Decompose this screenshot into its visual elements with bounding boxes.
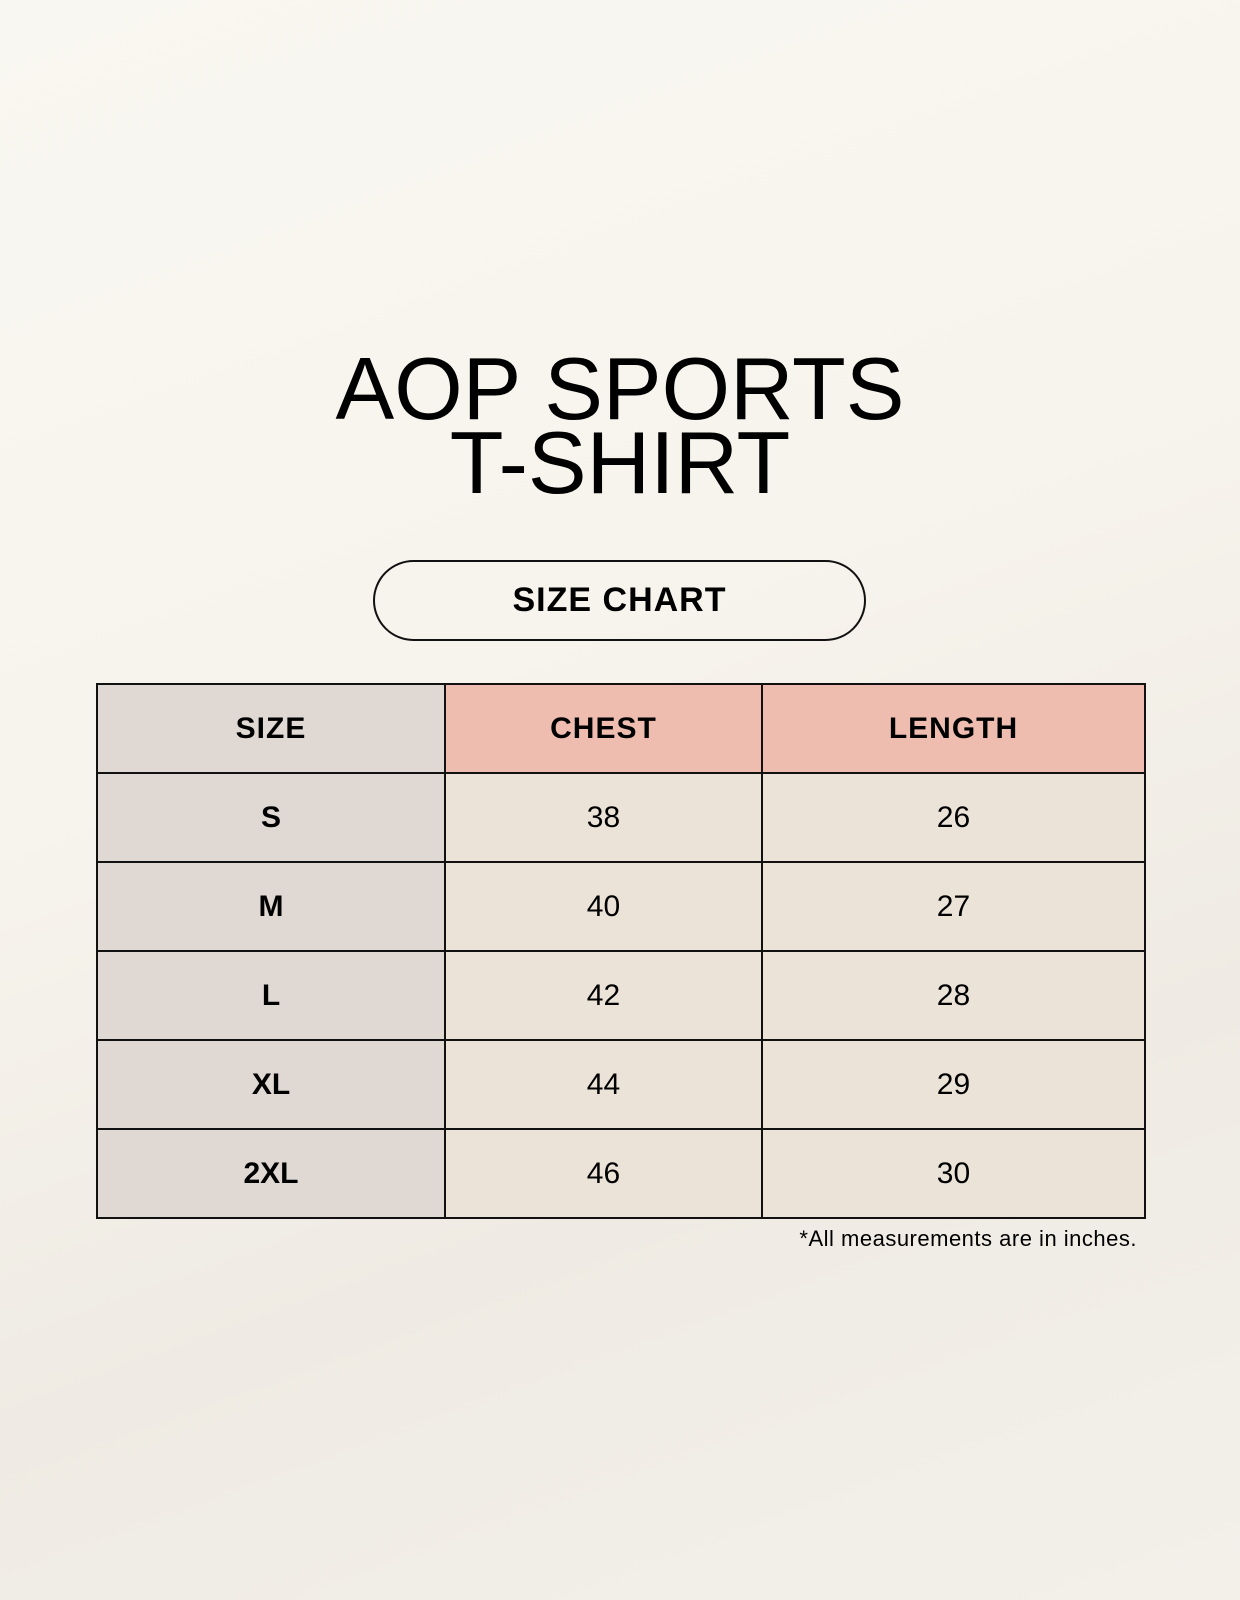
cell-length: 28 [760, 950, 1147, 1041]
cell-length: 26 [760, 772, 1147, 863]
cell-chest: 42 [444, 950, 763, 1041]
cell-size: S [96, 772, 446, 863]
cell-chest: 44 [444, 1039, 763, 1130]
cell-length: 30 [760, 1128, 1147, 1219]
cell-size: 2XL [96, 1128, 446, 1219]
header-size: SIZE [96, 683, 446, 774]
cell-size: XL [96, 1039, 446, 1130]
table-header-row: SIZE CHEST LENGTH [96, 683, 1147, 774]
header-length: LENGTH [760, 683, 1147, 774]
footnote: *All measurements are in inches. [799, 1226, 1137, 1251]
table-row: 2XL 46 30 [96, 1128, 1147, 1219]
table-row: L 42 28 [96, 950, 1147, 1041]
table-row: XL 44 29 [96, 1039, 1147, 1130]
cell-size: L [96, 950, 446, 1041]
header-chest: CHEST [444, 683, 763, 774]
cell-chest: 40 [444, 861, 763, 952]
page-title: AOP SPORTS T-SHIRT [0, 339, 1240, 512]
title-line-1: AOP SPORTS [335, 339, 905, 438]
table-row: S 38 26 [96, 772, 1147, 863]
table-row: M 40 27 [96, 861, 1147, 952]
cell-length: 27 [760, 861, 1147, 952]
title-line-2: T-SHIRT [449, 413, 791, 512]
size-chart-label: SIZE CHART [373, 560, 866, 641]
cell-chest: 38 [444, 772, 763, 863]
cell-size: M [96, 861, 446, 952]
cell-chest: 46 [444, 1128, 763, 1219]
size-chart-table: SIZE CHEST LENGTH S 38 26 M 40 27 L 42 28 XL 44 29 2… [96, 683, 1147, 1219]
cell-length: 29 [760, 1039, 1147, 1130]
